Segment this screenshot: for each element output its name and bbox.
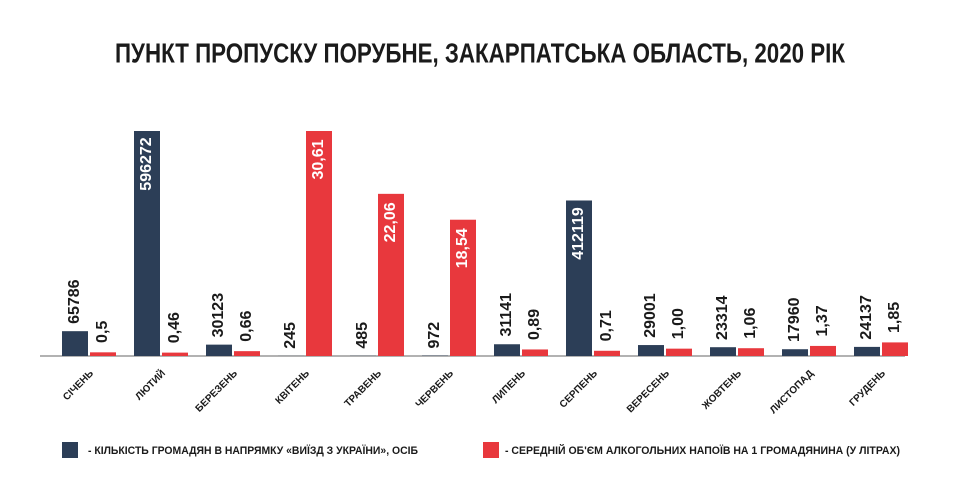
bar <box>494 344 520 356</box>
bar <box>90 352 116 356</box>
x-tick-label: ТРАВЕНЬ <box>343 368 384 409</box>
bar <box>666 348 692 356</box>
bar <box>306 131 332 356</box>
bar <box>710 347 736 356</box>
x-tick-label: СЕРПЕНЬ <box>558 368 600 410</box>
bar <box>450 219 476 356</box>
bar <box>854 346 880 356</box>
value-label: 22,06 <box>382 202 399 242</box>
value-label: 1,06 <box>742 308 759 339</box>
value-label: 17960 <box>786 297 803 342</box>
legend-swatch <box>62 442 78 458</box>
x-tick-label: СІЧЕНЬ <box>61 368 96 403</box>
legend-label: - КІЛЬКІСТЬ ГРОМАДЯН В НАПРЯМКУ «ВИЇЗД З… <box>88 444 418 457</box>
bar <box>234 351 260 356</box>
value-label: 0,66 <box>238 310 255 341</box>
value-label: 18,54 <box>454 228 471 268</box>
value-label: 1,00 <box>670 308 687 339</box>
x-tick-label: ЧЕРВЕНЬ <box>414 368 456 410</box>
bar <box>882 342 908 356</box>
bar <box>62 331 88 356</box>
value-label: 596272 <box>138 137 155 190</box>
bar <box>162 352 188 356</box>
value-label: 1,37 <box>814 305 831 336</box>
bar <box>566 200 592 356</box>
x-tick-label: БЕРЕЗЕНЬ <box>194 368 240 414</box>
value-label: 0,71 <box>598 310 615 341</box>
value-label: 485 <box>354 322 371 349</box>
value-label: 23314 <box>714 295 731 340</box>
bar <box>638 345 664 356</box>
value-label: 30123 <box>210 293 227 338</box>
bar <box>738 348 764 356</box>
bar <box>206 344 232 356</box>
bar <box>134 131 160 356</box>
value-label: 24137 <box>858 295 875 340</box>
x-tick-label: ГРУДЕНЬ <box>848 368 888 408</box>
legend-label: - СЕРЕДНІЙ ОБ'ЄМ АЛКОГОЛЬНИХ НАПОЇВ НА 1… <box>505 444 900 457</box>
x-tick-label: ЛИПЕНЬ <box>490 368 528 406</box>
value-label: 29001 <box>642 293 659 338</box>
bar <box>810 345 836 356</box>
value-label: 0,46 <box>166 312 183 343</box>
value-label: 65786 <box>66 279 83 324</box>
bar <box>378 193 404 356</box>
bar <box>782 349 808 356</box>
bar <box>594 350 620 356</box>
x-tick-label: КВІТЕНЬ <box>274 368 312 406</box>
chart-title: ПУНКТ ПРОПУСКУ ПОРУБНЕ, ЗАКАРПАТСЬКА ОБЛ… <box>115 37 846 68</box>
x-tick-label: ЛЮТИЙ <box>132 367 168 403</box>
x-tick-label: ЛИСТОПАД <box>768 368 816 416</box>
value-label: 0,89 <box>526 309 543 340</box>
value-label: 412119 <box>570 207 587 260</box>
value-label: 31141 <box>498 293 515 337</box>
value-label: 30,61 <box>310 139 327 179</box>
legend-swatch <box>483 442 499 458</box>
value-label: 245 <box>282 322 299 349</box>
x-tick-label: ЖОВТЕНЬ <box>700 368 744 412</box>
bar <box>522 349 548 356</box>
value-label: 0,5 <box>94 321 111 343</box>
x-tick-label: ВЕРЕСЕНЬ <box>625 368 672 415</box>
value-label: 1,85 <box>886 302 903 333</box>
value-label: 972 <box>426 322 443 349</box>
